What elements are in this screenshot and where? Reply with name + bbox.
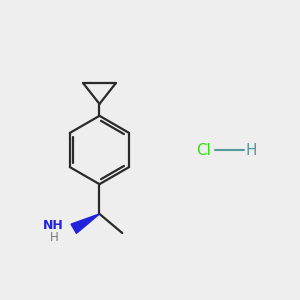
- Text: H: H: [50, 231, 59, 244]
- Polygon shape: [71, 214, 100, 233]
- Text: H: H: [245, 142, 257, 158]
- Text: Cl: Cl: [196, 142, 211, 158]
- Text: NH: NH: [43, 219, 63, 232]
